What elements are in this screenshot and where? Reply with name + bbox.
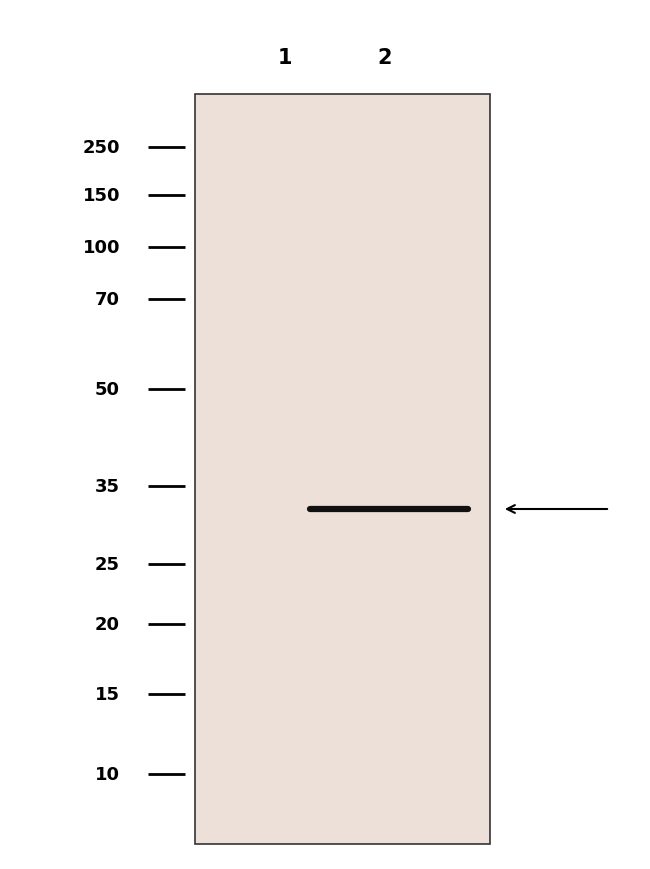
Text: 20: 20 bbox=[95, 615, 120, 634]
Text: 50: 50 bbox=[95, 381, 120, 399]
Text: 25: 25 bbox=[95, 555, 120, 574]
Text: 1: 1 bbox=[278, 48, 292, 68]
Text: 10: 10 bbox=[95, 765, 120, 783]
Text: 15: 15 bbox=[95, 686, 120, 703]
Text: 70: 70 bbox=[95, 290, 120, 308]
Bar bbox=[195, 95, 490, 844]
Text: 2: 2 bbox=[378, 48, 392, 68]
Text: 35: 35 bbox=[95, 477, 120, 495]
Text: 150: 150 bbox=[83, 187, 120, 205]
Text: 100: 100 bbox=[83, 239, 120, 256]
Text: 250: 250 bbox=[83, 139, 120, 156]
